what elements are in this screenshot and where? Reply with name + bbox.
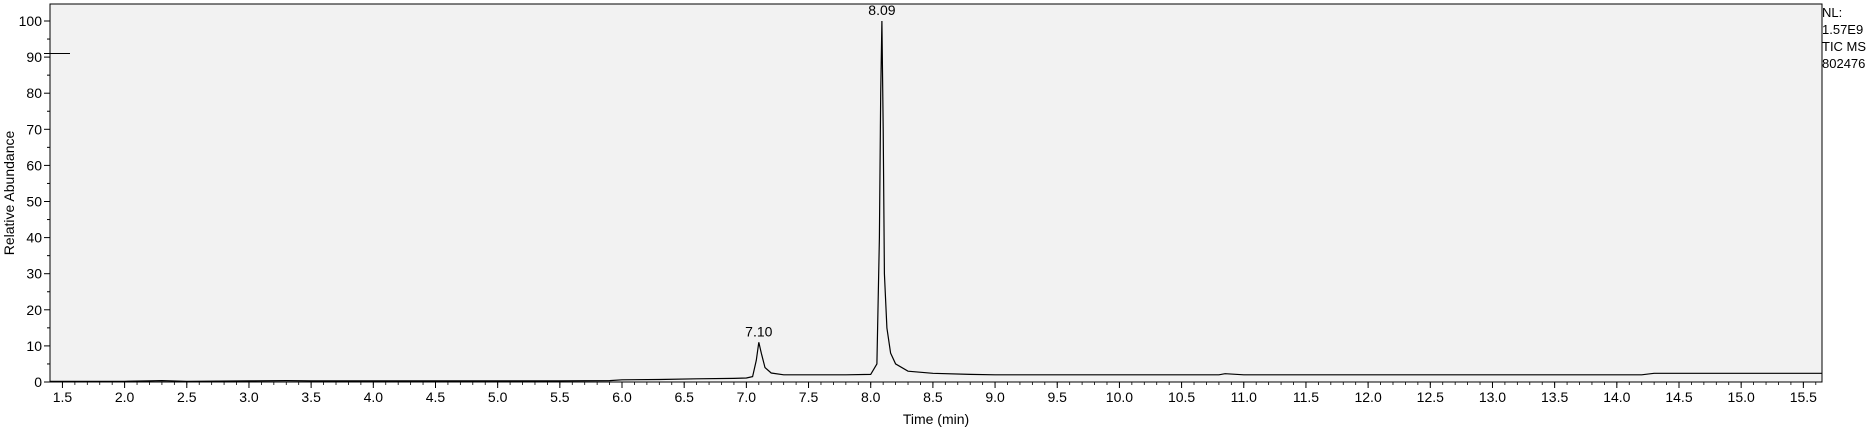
x-tick-label: 6.5 xyxy=(674,389,694,405)
x-axis-label: Time (min) xyxy=(903,411,969,427)
peak-labels: 7.10 8.09 xyxy=(745,2,896,339)
y-tick-label: 80 xyxy=(26,85,42,101)
y-axis-label: Relative Abundance xyxy=(1,131,17,256)
x-tick-label: 12.5 xyxy=(1417,389,1444,405)
x-tick-label: 6.0 xyxy=(612,389,632,405)
y-tick-label: 60 xyxy=(26,157,42,173)
y-tick-label: 0 xyxy=(34,374,42,390)
x-tick-label: 3.5 xyxy=(301,389,321,405)
x-tick-label: 9.5 xyxy=(1048,389,1068,405)
y-tick-label: 30 xyxy=(26,266,42,282)
scan-filter: TIC MS xyxy=(1822,39,1867,54)
x-tick-label: 5.5 xyxy=(550,389,570,405)
x-tick-label: 4.0 xyxy=(364,389,384,405)
peak-label: 8.09 xyxy=(868,2,895,18)
y-tick-label: 10 xyxy=(26,338,42,354)
x-tick-label: 5.0 xyxy=(488,389,508,405)
y-axis: 0 10 20 30 40 50 60 70 80 90 100 xyxy=(19,13,70,390)
plot-area xyxy=(49,3,1823,383)
x-tick-label: 12.0 xyxy=(1354,389,1381,405)
peak-label: 7.10 xyxy=(745,323,772,339)
tic-trace-line xyxy=(50,20,1822,382)
y-tick-label: 90 xyxy=(26,49,42,65)
x-tick-label: 13.5 xyxy=(1541,389,1568,405)
y-tick-label: 70 xyxy=(26,121,42,137)
x-tick-label: 8.5 xyxy=(923,389,943,405)
x-tick-label: 2.5 xyxy=(177,389,197,405)
y-tick-label: 40 xyxy=(26,230,42,246)
x-tick-label: 1.5 xyxy=(53,389,73,405)
y-tick-label: 50 xyxy=(26,194,42,210)
x-tick-label: 4.5 xyxy=(426,389,446,405)
normalization-info: NL: 1.57E9 TIC MS 802476 xyxy=(1822,4,1868,72)
nl-value: 1.57E9 xyxy=(1822,22,1864,37)
nl-label: NL: xyxy=(1822,5,1843,20)
x-tick-label: 11.5 xyxy=(1293,389,1319,405)
x-tick-label: 14.5 xyxy=(1665,389,1692,405)
x-tick-label: 8.0 xyxy=(861,389,881,405)
x-tick-label: 10.5 xyxy=(1168,389,1195,405)
x-tick-label: 13.0 xyxy=(1479,389,1506,405)
x-tick-label: 9.0 xyxy=(985,389,1005,405)
x-tick-label: 14.0 xyxy=(1603,389,1630,405)
x-axis: 1.5 2.0 2.5 3.0 3.5 4.0 4.5 5.0 5.5 6.0 6.5 7.0 7.5 8… xyxy=(53,382,1817,405)
y-tick-label: 20 xyxy=(26,302,42,318)
x-tick-label: 7.5 xyxy=(799,389,819,405)
x-tick-label: 10.0 xyxy=(1106,389,1133,405)
x-tick-label: 7.0 xyxy=(737,389,757,405)
x-tick-label: 11.0 xyxy=(1231,389,1257,405)
file-id: 802476 xyxy=(1822,56,1866,71)
y-tick-label: 100 xyxy=(19,13,43,29)
x-tick-label: 15.0 xyxy=(1728,389,1755,405)
x-tick-label: 15.5 xyxy=(1790,389,1817,405)
x-tick-label: 3.0 xyxy=(239,389,259,405)
x-tick-label: 2.0 xyxy=(115,389,135,405)
